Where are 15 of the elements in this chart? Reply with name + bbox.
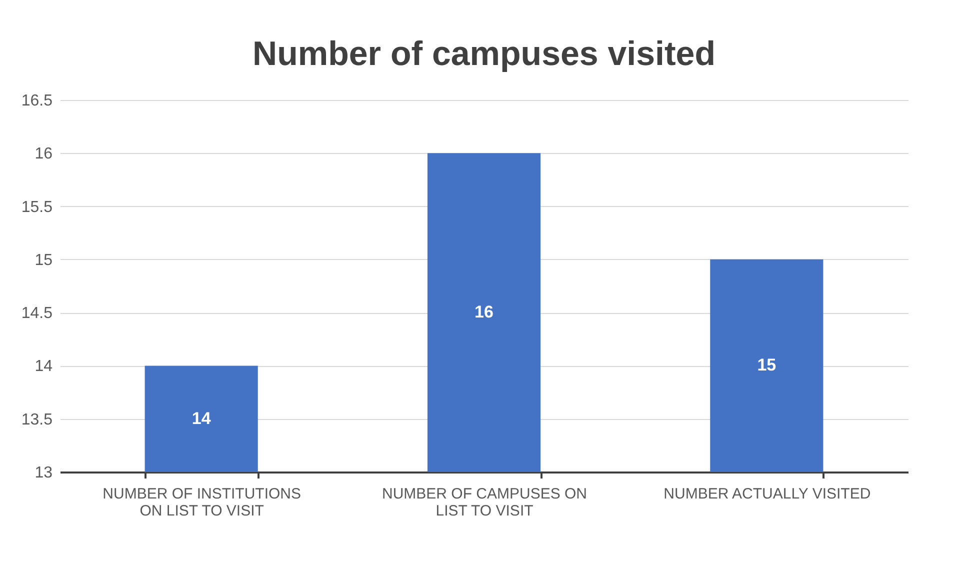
y-tick-label: 13 [34,464,53,482]
y-tick-label: 13.5 [21,411,53,428]
chart-title: Number of campuses visited [252,35,716,73]
x-tick-label: NUMBER ACTUALLY VISITED [664,486,871,502]
data-label: 16 [474,302,494,322]
x-tick-label: NUMBER OF CAMPUSES ON LIST TO VISIT [382,486,588,520]
y-tick-label: 15.5 [21,198,53,216]
y-tick-label: 14 [34,358,53,376]
y-tick-label: 15 [34,252,53,269]
y-tick-label: 16.5 [21,92,53,110]
y-tick-label: 16 [34,146,53,163]
data-label: 14 [192,408,212,428]
x-tick-label: NUMBER OF INSTITUTIONS ON LIST TO VISIT [102,486,302,520]
data-label: 15 [757,356,776,375]
y-tick-label: 14.5 [21,305,53,322]
